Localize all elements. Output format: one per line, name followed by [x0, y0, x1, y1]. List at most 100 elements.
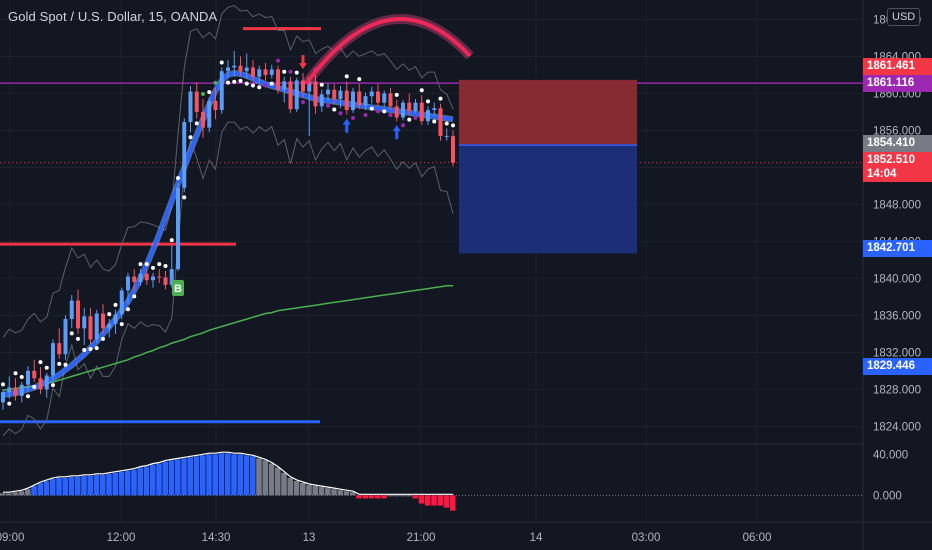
candle-body-51 [319, 94, 324, 107]
buy-signal-badge [172, 279, 184, 296]
signal-dot-4 [26, 394, 30, 399]
hist-bar-2 [12, 492, 18, 496]
price-tag-last: 1852.510 14:04 [863, 152, 932, 182]
band-lower [2, 121, 454, 436]
arc-line [304, 17, 472, 86]
hist-bar-19 [118, 471, 125, 496]
x-tick-label-4: 21:00 [407, 532, 436, 544]
signal-dot-5 [32, 384, 37, 389]
take-profit-zone [459, 145, 637, 254]
hist-bar-7 [43, 480, 50, 496]
hist-bar-61 [381, 495, 387, 499]
hist-bar-16 [100, 474, 106, 496]
signal-dot-66 [413, 115, 418, 120]
hist-bar-18 [112, 472, 118, 496]
hist-bar-10 [62, 477, 68, 496]
signal-dot-68 [426, 99, 430, 104]
signal-dot-61 [382, 109, 387, 114]
hist-bar-36 [225, 453, 231, 496]
hist-signal-line [3, 451, 453, 495]
hist-bar-34 [212, 454, 218, 496]
signal-dot-35 [219, 60, 224, 65]
signal-dot-71 [444, 121, 449, 126]
hist-bar-26 [162, 461, 168, 496]
hist-bar-9 [56, 477, 62, 496]
hist-bar-52 [325, 488, 331, 496]
hist-bar-60 [375, 495, 381, 499]
candle-body-30 [188, 91, 193, 123]
hist-bar-55 [343, 491, 350, 496]
hist-bar-39 [243, 455, 250, 496]
y-tick-label-4: 1840.000 [873, 273, 921, 285]
signal-dot-8 [51, 383, 55, 388]
candle-body-69 [432, 108, 437, 111]
signal-dot-10 [63, 362, 68, 367]
candle-body-50 [313, 81, 318, 107]
hist-bar-48 [300, 483, 306, 496]
signal-dot-69 [432, 119, 437, 124]
short-position-tool[interactable] [459, 79, 637, 254]
hist-bar-12 [75, 476, 81, 496]
signal-dot-63 [394, 92, 399, 97]
candle-body-47 [294, 80, 299, 110]
hist-bar-58 [362, 495, 368, 499]
arrow-up-icon-1 [392, 125, 401, 140]
hist-bar-66 [412, 495, 418, 499]
hist-bar-69 [431, 495, 437, 506]
hist-bar-45 [281, 472, 287, 496]
signal-dot-30 [188, 135, 193, 140]
hist-bar-32 [200, 455, 206, 496]
signal-dot-7 [44, 365, 49, 370]
currency-badge[interactable]: USD [887, 8, 921, 26]
hist-bar-40 [250, 456, 256, 496]
moving-averages [2, 70, 454, 398]
candle-body-2 [13, 387, 18, 396]
signal-dot-67 [419, 88, 424, 93]
signal-dot-24 [151, 265, 155, 270]
y-tick-label-0: 1824.000 [873, 421, 921, 433]
buy-signal-label: B [174, 283, 182, 295]
hist-bar-53 [331, 489, 337, 496]
signal-dot-16 [101, 336, 105, 341]
candle-body-71 [444, 135, 449, 137]
candle-body-43 [269, 69, 274, 75]
candle-body-17 [107, 323, 112, 329]
candle-body-10 [63, 319, 68, 355]
candle-body-13 [82, 316, 87, 329]
hist-bar-51 [318, 487, 325, 496]
candle-body-66 [413, 102, 418, 111]
arc-drawing[interactable] [301, 14, 474, 87]
candle-body-25 [157, 276, 162, 278]
hist-bar-56 [350, 492, 356, 496]
candle-body-60 [376, 91, 380, 103]
price-tag-level: 1861.116 [863, 75, 932, 92]
hist-bar-41 [256, 458, 262, 496]
candle-body-8 [51, 343, 55, 376]
y-tick-label-2: 1832.000 [873, 347, 921, 359]
x-tick-label-6: 03:00 [632, 532, 661, 544]
candle-body-40 [251, 67, 255, 77]
hist-bar-68 [425, 495, 431, 506]
signal-dot-26 [163, 263, 168, 268]
signal-dot-12 [76, 336, 80, 341]
candle-body-63 [394, 106, 399, 118]
candle-body-59 [369, 91, 374, 97]
candle-body-65 [407, 102, 412, 111]
symbol-title: Gold Spot / U.S. Dollar, 15, OANDA [8, 9, 218, 24]
candle-body-24 [151, 276, 155, 281]
signal-dot-56 [351, 115, 355, 120]
hist-bar-43 [268, 463, 275, 496]
signal-dot-29 [182, 195, 187, 200]
signal-dot-46 [288, 69, 293, 74]
grid-lines [0, 0, 863, 522]
signal-dot-58 [363, 113, 368, 118]
candle-body-61 [382, 93, 387, 103]
candle-body-49 [307, 81, 312, 92]
signal-markers: B [1, 55, 455, 406]
hist-bar-4 [25, 489, 31, 496]
signal-dot-33 [207, 90, 212, 95]
signal-dot-55 [344, 74, 349, 79]
arrow-up-icon-0 [342, 118, 351, 133]
signal-dot-43 [269, 81, 274, 86]
